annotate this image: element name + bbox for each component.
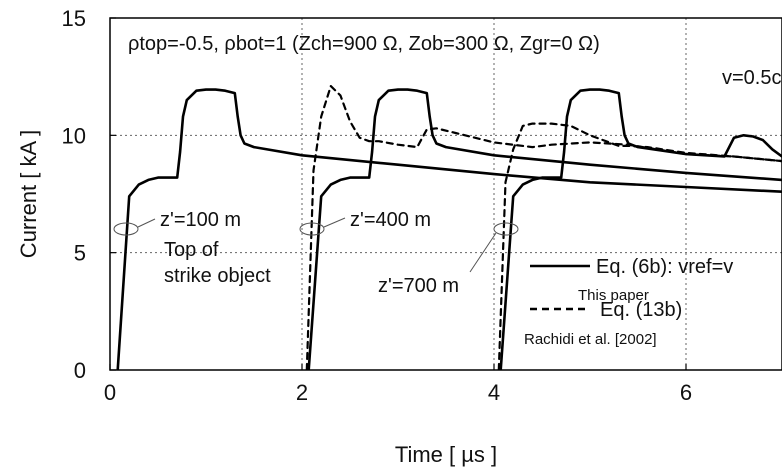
x-tick-label: 0: [104, 380, 116, 405]
legend-sublabel-this-paper: This paper: [578, 287, 649, 304]
y-tick-label: 0: [74, 358, 86, 383]
speed-label: v=0.5c: [722, 67, 781, 89]
leader-line-100m: [137, 218, 156, 228]
label-z-100m: z'=100 m: [160, 209, 241, 231]
label-z-700m: z'=700 m: [378, 275, 459, 297]
marker-ellipse-100m: [113, 222, 139, 236]
series-line-4: [497, 122, 782, 370]
leader-line-400m: [323, 217, 346, 228]
label-z-400m: z'=400 m: [350, 209, 431, 231]
series-line-0: [116, 88, 782, 370]
legend-sublabel-rachidi: Rachidi et al. [2002]: [524, 331, 657, 348]
y-axis-title: Current [ kA ]: [16, 130, 41, 258]
x-tick-label: 2: [296, 380, 308, 405]
legend-label-eq6b: Eq. (6b): vref=v: [596, 256, 733, 278]
x-tick-label: 6: [680, 380, 692, 405]
series-line-3: [305, 85, 782, 370]
marker-ellipse-700m: [493, 222, 519, 236]
parameter-header: ρtop=-0.5, ρbot=1 (Zch=900 Ω, Zob=300 Ω,…: [128, 33, 600, 55]
leader-line-700m: [469, 232, 497, 273]
plot-frame: [109, 17, 782, 371]
legend: Eq. (6b): vref=v This paper Eq. (13b) Ra…: [524, 256, 733, 348]
label-top-of: Top of: [164, 239, 219, 261]
series-line-2: [499, 88, 782, 370]
y-tick-label: 5: [74, 241, 86, 266]
y-tick-label: 15: [62, 6, 86, 31]
x-tick-label: 4: [488, 380, 500, 405]
legend-label-eq13b: Eq. (13b): [600, 299, 682, 321]
label-strike-object: strike object: [164, 265, 271, 287]
series-line-1: [307, 88, 782, 370]
x-axis-title: Time [ µs ]: [395, 442, 497, 467]
series-lines: [116, 85, 782, 370]
axis-ticks: 0 5 10 15 0 2 4 6: [62, 6, 693, 405]
y-tick-label: 10: [62, 123, 86, 148]
marker-ellipse-400m: [299, 222, 325, 236]
grid-lines: [110, 18, 782, 370]
